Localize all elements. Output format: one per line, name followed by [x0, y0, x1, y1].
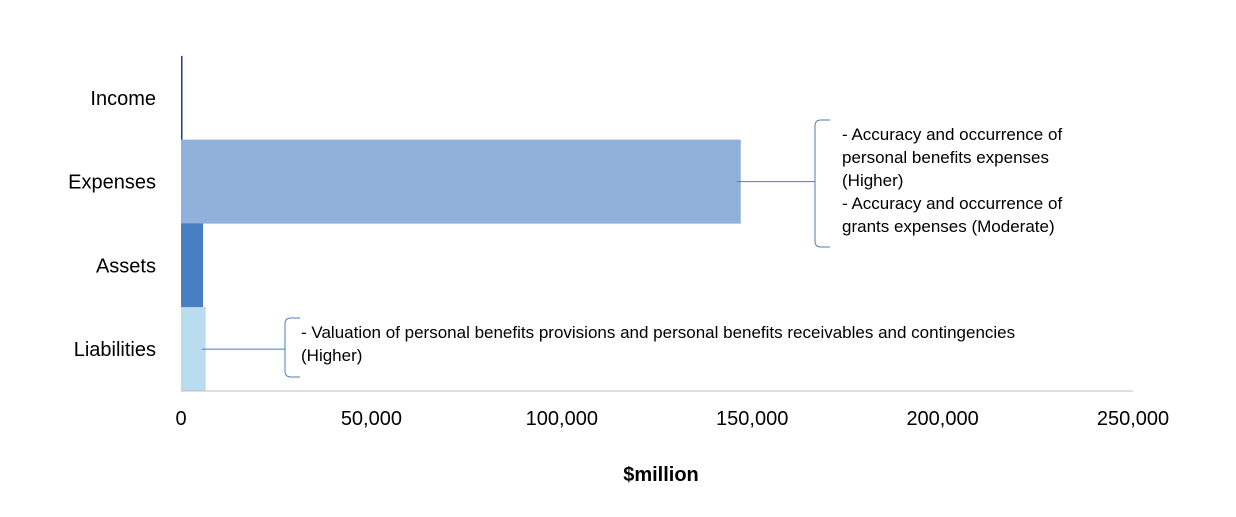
bar-income [181, 55, 183, 140]
bar-assets [181, 223, 204, 308]
category-label-liabilities: Liabilities [74, 339, 156, 361]
x-axis-title: $million [623, 464, 699, 486]
annotation-line: - Accuracy and occurrence of [842, 194, 1063, 213]
category-labels: Income Expenses Assets Liabilities [68, 88, 156, 361]
x-tick-label: 200,000 [906, 408, 978, 430]
annotation-line: - Valuation of personal benefits provisi… [301, 323, 1016, 342]
x-tick-label: 50,000 [341, 408, 402, 430]
x-tick-labels: 0 50,000 100,000 150,000 200,000 250,000 [175, 408, 1169, 430]
x-tick-label: 0 [175, 408, 186, 430]
bracket-expenses [814, 119, 830, 248]
category-label-income: Income [90, 88, 156, 110]
category-label-assets: Assets [96, 255, 156, 277]
annotation-line: grants expenses (Moderate) [842, 217, 1055, 236]
annotation-liabilities: - Valuation of personal benefits provisi… [301, 321, 1015, 367]
x-tick-label: 150,000 [716, 408, 788, 430]
annotation-line: (Higher) [301, 346, 363, 365]
bar-expenses [181, 139, 741, 224]
category-label-expenses: Expenses [68, 172, 156, 194]
bracket-liabilities [284, 317, 300, 378]
annotation-line: - Accuracy and occurrence of [842, 125, 1063, 144]
x-tick-label: 100,000 [526, 408, 598, 430]
annotation-expenses: - Accuracy and occurrence of personal be… [842, 123, 1062, 238]
bar-liabilities [181, 307, 206, 392]
annotation-line: (Higher) [842, 171, 904, 190]
annotation-line: personal benefits expenses [842, 148, 1049, 167]
x-tick-label: 250,000 [1097, 408, 1169, 430]
bars-layer [181, 55, 741, 392]
annotation-connectors [201, 119, 830, 378]
